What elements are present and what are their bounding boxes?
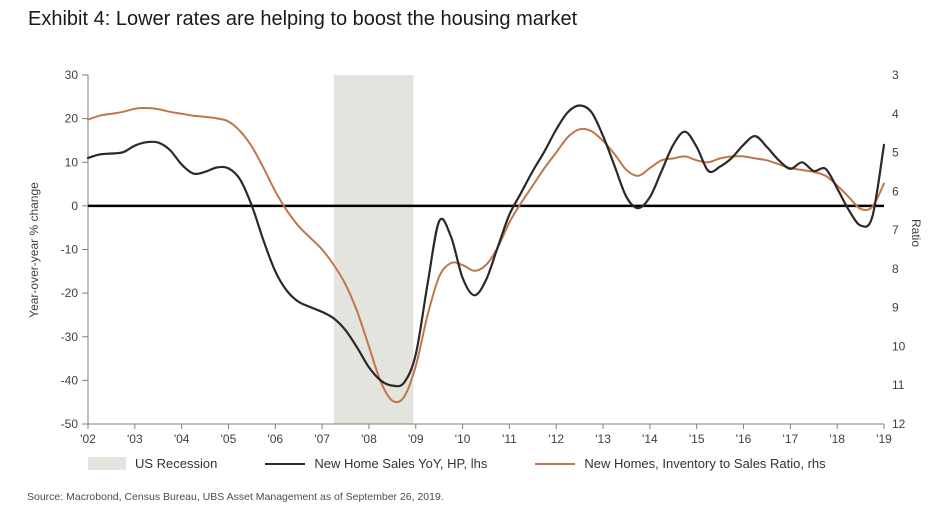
axis-tick-label: 30 xyxy=(65,68,79,82)
axis-tick-label: 20 xyxy=(65,112,79,126)
axis-tick-label: -50 xyxy=(61,417,79,431)
axis-tick-label: -30 xyxy=(61,330,79,344)
axis-tick-label: 9 xyxy=(892,301,899,315)
axis-tick-label: 6 xyxy=(892,184,899,198)
home-sales-line-swatch xyxy=(265,462,306,465)
recession-band xyxy=(333,75,414,424)
legend-label-recession: US Recession xyxy=(135,456,218,471)
recession-swatch xyxy=(88,457,126,470)
chart-area: 30 20 10 0 -10 -20 -30 -40 -50 3 4 5 6 7 8 9 10 11 12 '02… xyxy=(27,68,923,446)
series-new-home-sales-line xyxy=(86,104,886,388)
axis-tick-label: '05 xyxy=(221,432,237,446)
axis-tick-label: '18 xyxy=(829,432,845,446)
axis-tick-label: 8 xyxy=(892,262,899,276)
left-axis-title: Year-over-year % change xyxy=(27,182,41,318)
left-axis: 30 20 10 0 -10 -20 -30 -40 -50 xyxy=(61,68,89,431)
axis-tick-label: -40 xyxy=(61,373,79,387)
axis-tick-label: -10 xyxy=(61,243,79,257)
axis-tick-label: '04 xyxy=(174,432,190,446)
axis-tick-label: '02 xyxy=(80,432,96,446)
axis-tick-label: '08 xyxy=(361,432,377,446)
axis-tick-label: 5 xyxy=(892,146,899,160)
source-note: Source: Macrobond, Census Bureau, UBS As… xyxy=(27,491,444,503)
axis-tick-label: '13 xyxy=(595,432,611,446)
axis-tick-label: '15 xyxy=(689,432,705,446)
series-inventory-ratio-line xyxy=(87,106,885,404)
axis-tick-label: 4 xyxy=(892,107,899,121)
axis-tick-label: -20 xyxy=(61,286,79,300)
axis-tick-label: 10 xyxy=(65,155,79,169)
line-chart: 30 20 10 0 -10 -20 -30 -40 -50 3 4 5 6 7 8 9 10 11 12 '02… xyxy=(27,68,923,446)
legend: US Recession New Home Sales YoY, HP, lhs… xyxy=(88,456,826,471)
axis-tick-label: 12 xyxy=(892,417,906,431)
axis-tick-label: 0 xyxy=(71,199,78,213)
right-axis-title: Ratio xyxy=(909,219,923,247)
axis-tick-label: 7 xyxy=(892,223,899,237)
axis-tick-label: '14 xyxy=(642,432,658,446)
inventory-ratio-line-swatch xyxy=(535,462,576,465)
axis-tick-label: '12 xyxy=(548,432,564,446)
x-axis: '02 '03 '04 '05 '06 '07 '08 '09 '10 '11 '12 '13 '14 '… xyxy=(80,423,892,446)
axis-tick-label: '07 xyxy=(314,432,330,446)
axis-tick-label: '06 xyxy=(267,432,283,446)
axis-tick-label: 3 xyxy=(892,68,899,82)
axis-tick-label: '19 xyxy=(876,432,892,446)
axis-tick-label: '11 xyxy=(502,432,517,446)
axis-tick-label: 11 xyxy=(892,378,905,392)
axis-tick-label: '10 xyxy=(455,432,471,446)
axis-tick-label: 10 xyxy=(892,339,906,353)
axis-tick-label: '16 xyxy=(736,432,752,446)
legend-label-home-sales: New Home Sales YoY, HP, lhs xyxy=(314,456,488,471)
legend-item-inventory-ratio: New Homes, Inventory to Sales Ratio, rhs xyxy=(535,456,826,471)
legend-item-home-sales: New Home Sales YoY, HP, lhs xyxy=(265,456,487,471)
legend-label-inventory-ratio: New Homes, Inventory to Sales Ratio, rhs xyxy=(584,456,826,471)
legend-item-recession: US Recession xyxy=(88,456,217,471)
axis-tick-label: '03 xyxy=(127,432,143,446)
axis-tick-label: '09 xyxy=(408,432,424,446)
page-title: Exhibit 4: Lower rates are helping to bo… xyxy=(28,8,578,30)
right-axis: 3 4 5 6 7 8 9 10 11 12 xyxy=(892,68,906,431)
axis-tick-label: '17 xyxy=(783,432,799,446)
